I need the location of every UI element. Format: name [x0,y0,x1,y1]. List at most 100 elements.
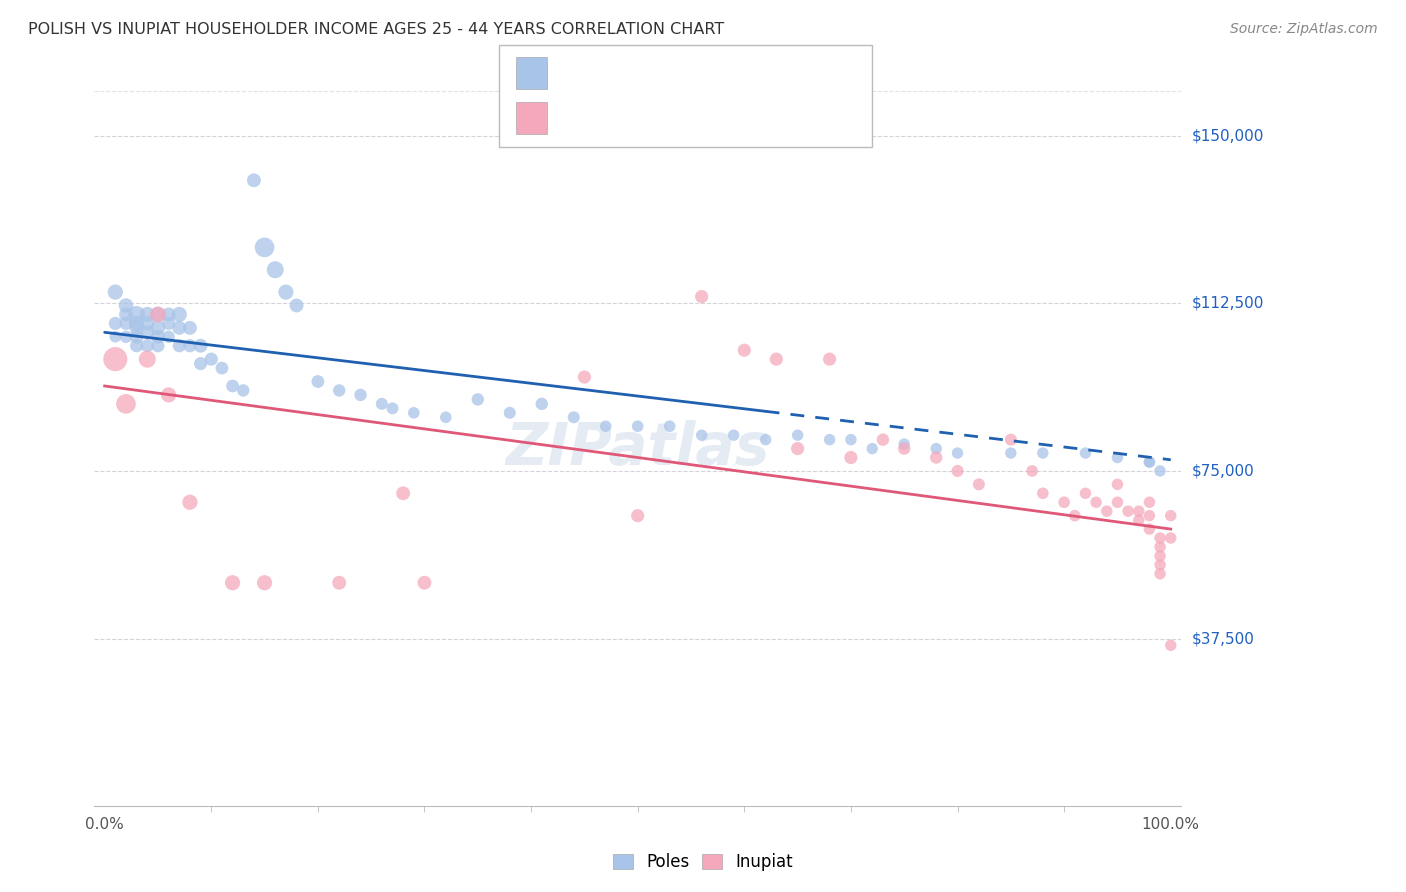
Point [562,410,585,425]
Point [179,495,201,509]
Point [530,397,553,411]
Point [104,285,127,299]
Point [839,450,862,465]
Point [690,428,713,442]
Legend: Poles, Inupiat: Poles, Inupiat [605,845,801,880]
Point [690,289,713,303]
Point [328,384,350,398]
Point [1095,504,1118,518]
Text: N = 48: N = 48 [731,109,799,127]
Point [264,262,287,277]
Point [1085,495,1108,509]
Point [232,384,254,398]
Point [221,379,243,393]
Point [1053,495,1076,509]
Point [1139,455,1161,469]
Point [786,428,808,442]
Point [211,361,233,376]
Point [392,486,415,500]
Point [1107,495,1129,509]
Point [157,330,180,344]
Point [169,339,191,353]
Point [349,388,371,402]
Point [115,317,138,331]
Point [1128,504,1150,518]
Point [872,433,894,447]
Point [1139,522,1161,536]
Point [946,446,969,460]
Text: Source: ZipAtlas.com: Source: ZipAtlas.com [1230,22,1378,37]
Point [104,330,127,344]
Point [146,330,169,344]
Point [371,397,394,411]
Point [157,308,180,322]
Point [893,437,915,451]
Point [253,575,276,590]
Point [733,343,755,358]
Point [190,357,212,371]
Point [723,428,745,442]
Point [1032,446,1054,460]
Point [1149,549,1171,563]
Point [1160,508,1182,523]
Text: ZIPatlas: ZIPatlas [505,420,770,477]
Point [1116,504,1139,518]
Text: $75,000: $75,000 [1192,464,1254,478]
Point [253,240,276,254]
Point [818,352,841,367]
Point [925,450,948,465]
Point [1074,486,1097,500]
Point [115,298,138,312]
Point [925,442,948,456]
Point [1139,508,1161,523]
Point [1074,446,1097,460]
Point [136,317,159,331]
Point [179,339,201,353]
Point [595,419,617,434]
Point [307,375,329,389]
Point [1107,450,1129,465]
Point [169,308,191,322]
Point [1149,540,1171,554]
Point [1149,558,1171,572]
Point [115,308,138,322]
Point [860,442,883,456]
Point [1139,495,1161,509]
Point [285,298,308,312]
Point [169,321,191,335]
Point [467,392,489,407]
Point [146,321,169,335]
Point [190,339,212,353]
Point [765,352,787,367]
Point [893,442,915,456]
Point [136,339,159,353]
Point [125,339,148,353]
Point [221,575,243,590]
Point [1032,486,1054,500]
Point [499,406,522,420]
Point [136,352,159,367]
Point [839,433,862,447]
Point [1160,531,1182,545]
Point [1139,455,1161,469]
Point [1107,477,1129,491]
Text: N = 90: N = 90 [731,64,799,82]
Point [1128,513,1150,527]
Point [200,352,222,367]
Point [1160,638,1182,652]
Point [413,575,436,590]
Point [125,317,148,331]
Point [136,326,159,340]
Text: R = -0.332: R = -0.332 [558,64,655,82]
Point [115,330,138,344]
Point [1149,566,1171,581]
Point [274,285,297,299]
Point [328,575,350,590]
Point [125,308,148,322]
Point [125,330,148,344]
Text: POLISH VS INUPIAT HOUSEHOLDER INCOME AGES 25 - 44 YEARS CORRELATION CHART: POLISH VS INUPIAT HOUSEHOLDER INCOME AGE… [28,22,724,37]
Point [627,508,650,523]
Point [946,464,969,478]
Point [1149,531,1171,545]
Point [136,308,159,322]
